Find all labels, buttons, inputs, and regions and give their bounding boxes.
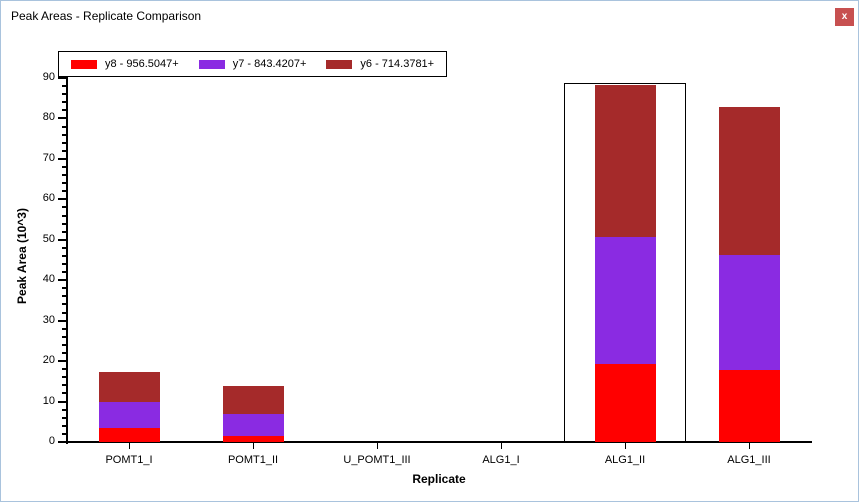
y-major-tick [58, 198, 67, 201]
y-minor-tick [62, 384, 67, 387]
x-tick-label[interactable]: ALG1_II [604, 454, 646, 466]
y-major-tick [58, 360, 67, 363]
y-tick-label: 60 [42, 192, 55, 205]
y-tick-label: 0 [48, 435, 55, 447]
y-minor-tick [62, 416, 67, 419]
y-minor-tick [62, 424, 67, 427]
y-minor-tick [62, 165, 67, 168]
y-minor-tick [62, 125, 67, 128]
y-major-tick [58, 319, 67, 322]
y-minor-tick [62, 133, 67, 136]
bar-segment-y7-ALG1_II[interactable] [594, 236, 656, 364]
y-minor-tick [62, 263, 67, 266]
legend-swatch [198, 59, 225, 69]
x-tick [253, 443, 254, 449]
y-minor-tick [62, 174, 67, 177]
y-minor-tick [62, 295, 67, 298]
y-tick-label: 40 [42, 273, 55, 286]
x-tick [625, 443, 626, 449]
y-major-tick [58, 238, 67, 241]
x-tick [129, 443, 130, 449]
legend-item: y7 - 843.4207+ [198, 58, 307, 70]
y-minor-tick [62, 254, 67, 257]
legend-item: y8 - 956.5047+ [71, 58, 179, 70]
x-axis-line [66, 441, 812, 443]
x-tick-label[interactable]: ALG1_III [727, 454, 771, 466]
bar-segment-y6-ALG1_III[interactable] [718, 107, 780, 256]
y-minor-tick [62, 392, 67, 395]
bar-segment-y8-POMT1_II[interactable] [222, 435, 284, 442]
x-tick-label[interactable]: POMT1_II [227, 454, 279, 466]
y-tick-label: 20 [42, 354, 55, 367]
legend-swatch [71, 59, 97, 69]
y-major-tick [58, 400, 67, 403]
y-minor-tick [62, 368, 67, 371]
legend-label: y7 - 843.4207+ [232, 58, 307, 70]
y-minor-tick [62, 230, 67, 233]
y-minor-tick [62, 432, 67, 435]
y-minor-tick [62, 222, 67, 225]
bar-segment-y7-POMT1_I[interactable] [98, 401, 160, 428]
y-axis-line [66, 70, 68, 444]
bar-segment-y8-ALG1_II[interactable] [594, 363, 656, 442]
y-tick-label: 70 [42, 151, 55, 164]
x-tick-label[interactable]: POMT1_I [105, 454, 153, 466]
y-major-tick [58, 441, 67, 443]
y-minor-tick [62, 271, 67, 274]
x-tick [749, 443, 750, 449]
y-minor-tick [62, 85, 67, 88]
y-minor-tick [62, 376, 67, 379]
y-minor-tick [62, 343, 67, 346]
y-minor-tick [62, 311, 67, 314]
y-tick-label: 10 [42, 394, 55, 407]
y-major-tick [58, 279, 67, 282]
x-tick [377, 443, 378, 449]
y-minor-tick [62, 101, 67, 104]
x-tick-label[interactable]: ALG1_I [482, 454, 520, 466]
window-titlebar[interactable]: Peak Areas - Replicate Comparison x [1, 1, 858, 31]
x-tick-label[interactable]: U_POMT1_III [343, 454, 411, 466]
y-minor-tick [62, 109, 67, 112]
y-minor-tick [62, 141, 67, 144]
window-title: Peak Areas - Replicate Comparison [11, 9, 202, 23]
y-minor-tick [62, 182, 67, 185]
bar-segment-y7-ALG1_III[interactable] [718, 255, 780, 370]
legend-label: y8 - 956.5047+ [105, 58, 179, 70]
y-minor-tick [62, 327, 67, 330]
close-button[interactable]: x [835, 8, 854, 26]
y-axis-title: Peak Area (10^3) [15, 208, 29, 304]
bar-segment-y6-POMT1_I[interactable] [98, 372, 160, 402]
legend-item: y6 - 714.3781+ [326, 58, 434, 70]
y-minor-tick [62, 214, 67, 217]
y-minor-tick [62, 287, 67, 290]
y-minor-tick [62, 408, 67, 411]
x-axis-title: Replicate [412, 472, 466, 486]
legend: y8 - 956.5047+ y7 - 843.4207+ y6 - 714.378… [58, 51, 448, 77]
y-minor-tick [62, 303, 67, 306]
y-tick-label: 90 [42, 71, 55, 83]
y-minor-tick [62, 206, 67, 209]
y-minor-tick [62, 190, 67, 193]
y-minor-tick [62, 352, 67, 355]
legend-label: y6 - 714.3781+ [360, 58, 435, 70]
bar-segment-y6-ALG1_II[interactable] [594, 84, 656, 237]
y-major-tick [58, 117, 67, 120]
legend-swatch [326, 59, 353, 69]
y-tick-label: 80 [42, 111, 55, 124]
y-minor-tick [62, 149, 67, 152]
bar-segment-y6-POMT1_II[interactable] [222, 386, 284, 415]
y-major-tick [58, 157, 67, 160]
y-minor-tick [62, 93, 67, 96]
bar-segment-y8-ALG1_III[interactable] [718, 370, 780, 442]
bar-segment-y7-POMT1_II[interactable] [222, 414, 284, 436]
y-minor-tick [62, 246, 67, 249]
x-tick [501, 443, 502, 449]
y-major-tick [58, 77, 67, 79]
y-minor-tick [62, 335, 67, 338]
bar-segment-y8-POMT1_I[interactable] [98, 427, 160, 442]
y-tick-label: 50 [42, 232, 55, 245]
y-tick-label: 30 [42, 313, 55, 326]
